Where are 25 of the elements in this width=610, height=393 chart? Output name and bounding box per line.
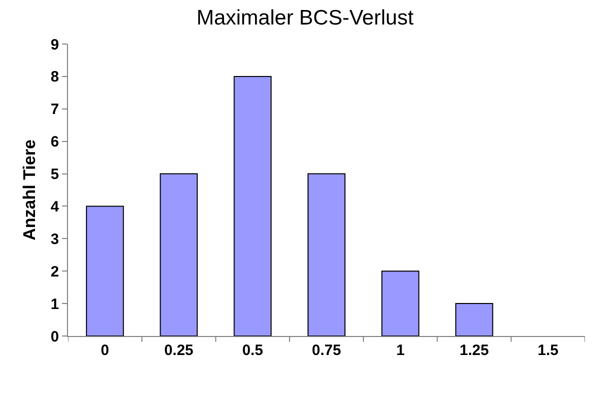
bar (86, 206, 124, 336)
y-tick-label: 9 (50, 36, 59, 54)
x-tick-label: 0.75 (312, 342, 342, 359)
y-tick-label: 0 (50, 328, 59, 346)
y-tick-label: 2 (50, 263, 59, 280)
x-tick-label: 1.5 (538, 342, 558, 359)
y-tick-label: 4 (50, 198, 60, 216)
y-tick-label: 5 (50, 166, 59, 184)
bar (160, 173, 198, 336)
bar (381, 270, 420, 336)
x-tick-label: 0.5 (242, 342, 264, 359)
bar (455, 303, 494, 336)
y-axis-title: Anzahl Tiere (20, 140, 40, 240)
x-tick-label: 1 (396, 342, 405, 359)
chart-title: Maximaler BCS-Verlust (196, 6, 414, 30)
x-tick-label: 1.25 (460, 342, 489, 359)
x-tick-label: 0 (100, 342, 110, 359)
x-tick-label: 0.25 (164, 342, 194, 359)
bar (308, 173, 346, 336)
y-tick-label: 8 (50, 68, 59, 86)
y-tick-label: 3 (50, 230, 59, 248)
y-tick-label: 7 (50, 101, 59, 118)
y-tick-label: 1 (50, 296, 59, 313)
bar (234, 76, 272, 336)
y-tick-label: 6 (50, 134, 59, 151)
